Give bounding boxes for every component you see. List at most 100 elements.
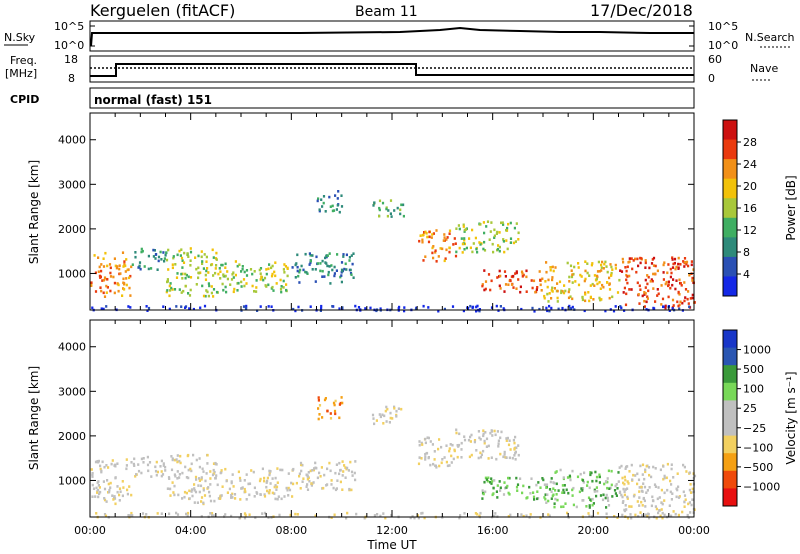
data-cell <box>495 232 498 235</box>
data-cell <box>118 493 121 497</box>
data-cell <box>189 264 192 267</box>
power-ylabel: Slant Range [km] <box>27 160 41 264</box>
data-cell <box>624 488 627 491</box>
data-cell <box>583 471 586 475</box>
data-cell <box>489 288 492 292</box>
data-cell <box>684 498 687 501</box>
data-cell <box>653 307 656 310</box>
data-cell <box>507 443 511 447</box>
data-cell <box>175 458 178 461</box>
data-cell <box>372 204 375 207</box>
data-cell <box>556 296 559 300</box>
data-cell <box>352 276 355 279</box>
data-cell <box>233 287 236 291</box>
data-cell <box>634 257 637 261</box>
data-cell <box>212 274 215 277</box>
data-cell <box>443 236 446 239</box>
x-tick-label: 04:00 <box>175 524 207 537</box>
data-cell <box>649 280 652 283</box>
data-cell <box>569 478 572 482</box>
data-cell <box>215 251 218 255</box>
data-cell <box>655 516 658 520</box>
data-cell <box>261 467 264 471</box>
data-cell <box>651 495 654 499</box>
data-cell <box>676 472 679 475</box>
data-cell <box>595 475 599 479</box>
data-cell <box>566 511 569 515</box>
data-cell <box>243 516 247 520</box>
data-cell <box>214 461 217 465</box>
data-cell <box>628 274 631 278</box>
colorbar-swatch <box>723 330 737 349</box>
data-cell <box>169 487 172 491</box>
data-cell <box>483 480 486 484</box>
data-cell <box>305 485 308 488</box>
data-cell <box>683 281 686 284</box>
data-cell <box>129 306 132 309</box>
data-cell <box>286 488 289 492</box>
data-cell <box>584 260 587 263</box>
data-cell <box>671 258 674 261</box>
data-cell <box>614 263 617 267</box>
data-cell <box>295 262 298 265</box>
data-cell <box>438 464 441 468</box>
data-cell <box>570 275 574 279</box>
data-cell <box>379 415 382 419</box>
data-cell <box>681 301 684 305</box>
data-cell <box>475 449 478 452</box>
data-cell <box>240 280 243 284</box>
data-cell <box>157 255 161 259</box>
data-cell <box>286 274 289 278</box>
data-cell <box>681 510 684 514</box>
data-cell <box>646 515 649 518</box>
data-cell <box>644 468 647 472</box>
data-cell <box>693 508 696 511</box>
data-cell <box>636 500 639 503</box>
data-cell <box>666 462 669 466</box>
data-cell <box>550 297 553 300</box>
data-cell <box>113 495 116 498</box>
data-cell <box>659 514 662 518</box>
data-cell <box>197 484 200 487</box>
data-cell <box>467 438 471 442</box>
data-cell <box>129 274 132 278</box>
data-cell <box>687 502 690 506</box>
data-cell <box>385 420 388 423</box>
data-cell <box>437 255 440 258</box>
data-cell <box>162 251 165 254</box>
data-cell <box>245 282 248 285</box>
data-cell <box>389 212 392 215</box>
data-cell <box>109 289 112 293</box>
data-cell <box>515 222 518 225</box>
data-cell <box>200 476 203 479</box>
colorbar-tick-label: −100 <box>743 441 773 454</box>
data-cell <box>674 287 677 291</box>
data-cell <box>506 226 509 230</box>
data-cell <box>342 253 345 256</box>
data-cell <box>347 469 350 472</box>
data-cell <box>333 403 336 407</box>
data-cell <box>287 472 290 475</box>
data-cell <box>469 246 472 250</box>
data-cell <box>623 482 626 486</box>
data-cell <box>525 514 528 517</box>
data-cell <box>662 477 665 481</box>
data-cell <box>566 261 569 265</box>
data-cell <box>260 275 263 278</box>
data-cell <box>505 486 508 489</box>
data-cell <box>453 237 456 240</box>
data-cell <box>448 449 451 453</box>
data-cell <box>325 254 328 258</box>
data-cell <box>102 480 105 483</box>
data-cell <box>673 257 677 261</box>
data-cell <box>175 305 178 308</box>
data-cell <box>253 270 256 273</box>
data-cell <box>128 276 131 280</box>
data-cell <box>637 264 640 268</box>
data-cell <box>241 265 244 268</box>
data-cell <box>507 283 510 286</box>
data-cell <box>355 512 358 516</box>
data-cell <box>109 275 113 278</box>
data-cell <box>502 238 505 241</box>
